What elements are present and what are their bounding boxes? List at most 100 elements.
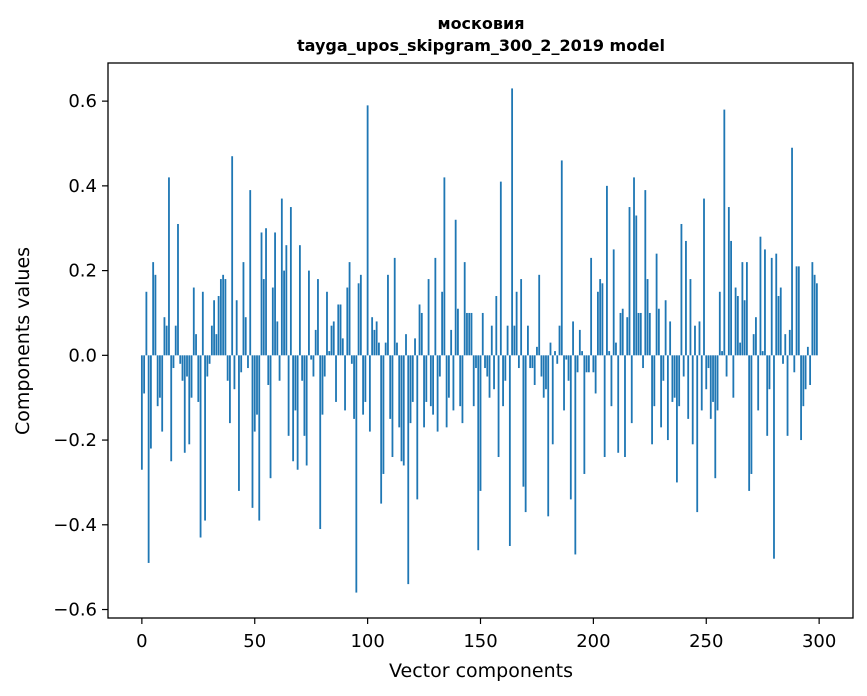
bar-component-228	[655, 253, 658, 356]
bar-component-234	[669, 321, 672, 356]
bar-component-140	[457, 308, 459, 356]
bar-component-184	[556, 355, 559, 364]
bar-component-211	[617, 355, 620, 453]
bar-component-213	[621, 308, 624, 356]
bar-component-153	[486, 355, 489, 377]
bar-component-27	[201, 291, 204, 356]
bar-component-266	[741, 262, 744, 356]
bar-component-132	[438, 355, 441, 377]
bar-component-8	[159, 355, 161, 398]
bar-component-47	[247, 355, 249, 369]
bar-component-265	[739, 342, 742, 356]
bar-component-255	[716, 355, 719, 411]
bar-component-109	[387, 274, 389, 356]
bar-component-14	[172, 355, 175, 369]
bar-component-192	[574, 355, 577, 555]
bar-component-261	[730, 240, 732, 356]
bar-component-185	[558, 325, 561, 356]
bar-component-116	[402, 355, 405, 466]
bar-component-6	[154, 274, 157, 356]
bar-component-56	[267, 355, 270, 385]
bar-component-296	[809, 355, 812, 385]
bar-component-72	[303, 355, 306, 436]
bar-component-11	[165, 325, 168, 356]
bar-component-246	[696, 355, 699, 513]
bar-component-288	[791, 147, 793, 356]
bar-component-107	[382, 355, 385, 474]
bar-component-90	[344, 355, 346, 411]
bar-component-172	[529, 355, 532, 369]
bar-component-226	[651, 355, 653, 445]
bar-component-224	[646, 279, 649, 356]
bar-component-252	[709, 355, 712, 419]
bar-component-281	[775, 253, 778, 356]
bar-component-61	[278, 355, 281, 381]
bar-component-183	[554, 351, 556, 356]
bar-component-163	[508, 355, 511, 546]
bar-component-286	[786, 355, 789, 436]
bar-component-36	[222, 274, 225, 356]
bar-component-40	[231, 156, 234, 356]
bar-component-175	[536, 346, 538, 356]
bar-component-76	[312, 355, 315, 377]
bar-component-251	[707, 355, 710, 369]
bar-component-39	[229, 355, 231, 424]
bar-component-89	[341, 338, 344, 356]
bar-component-250	[705, 355, 708, 390]
bar-component-159	[499, 181, 502, 356]
y-tick-label: −0.2	[53, 430, 97, 451]
bar-component-144	[466, 312, 468, 356]
bar-component-220	[637, 312, 640, 356]
bar-component-270	[750, 355, 753, 474]
bar-component-68	[294, 355, 297, 411]
bar-component-158	[497, 355, 500, 458]
bar-component-177	[540, 355, 543, 377]
bar-component-282	[777, 296, 780, 356]
bar-component-244	[691, 355, 694, 445]
bar-component-21	[188, 355, 191, 445]
bar-component-238	[678, 355, 681, 407]
bar-component-239	[680, 223, 683, 356]
bar-component-254	[714, 355, 717, 479]
bar-component-230	[660, 355, 663, 428]
bar-component-13	[170, 355, 173, 462]
bar-component-32	[213, 300, 216, 356]
bar-component-273	[757, 355, 760, 411]
bar-component-256	[718, 291, 721, 356]
bar-component-133	[441, 291, 444, 356]
bar-component-292	[800, 355, 802, 441]
bar-component-263	[734, 287, 737, 356]
bar-component-150	[479, 355, 482, 491]
bar-component-129	[432, 355, 434, 415]
bar-component-74	[308, 270, 310, 356]
bar-component-78	[317, 279, 319, 356]
bar-component-100	[366, 105, 369, 356]
bar-component-164	[511, 88, 514, 356]
bar-component-126	[425, 355, 428, 402]
y-tick-label: 0.0	[68, 345, 97, 366]
bar-component-102	[371, 317, 374, 356]
bar-component-260	[727, 207, 730, 356]
x-tick-label: 200	[576, 631, 610, 652]
bar-component-37	[224, 279, 227, 356]
y-tick-label: 0.2	[68, 261, 97, 282]
bar-component-114	[398, 355, 401, 428]
bar-component-289	[793, 355, 796, 373]
bar-component-197	[585, 355, 588, 373]
bar-component-113	[396, 342, 398, 356]
bar-component-70	[298, 245, 301, 356]
bar-component-169	[522, 355, 525, 487]
bar-component-189	[567, 355, 570, 381]
bar-component-64	[285, 245, 288, 356]
bar-component-284	[782, 355, 784, 364]
bar-component-174	[533, 355, 536, 385]
bar-component-157	[495, 296, 498, 356]
bar-component-121	[414, 338, 416, 356]
bar-component-176	[538, 274, 541, 356]
bar-component-75	[310, 355, 313, 360]
bar-component-46	[244, 317, 247, 356]
bar-component-285	[784, 334, 787, 356]
x-tick-label: 100	[350, 631, 384, 652]
bar-component-253	[712, 355, 714, 402]
bar-component-136	[447, 355, 450, 398]
